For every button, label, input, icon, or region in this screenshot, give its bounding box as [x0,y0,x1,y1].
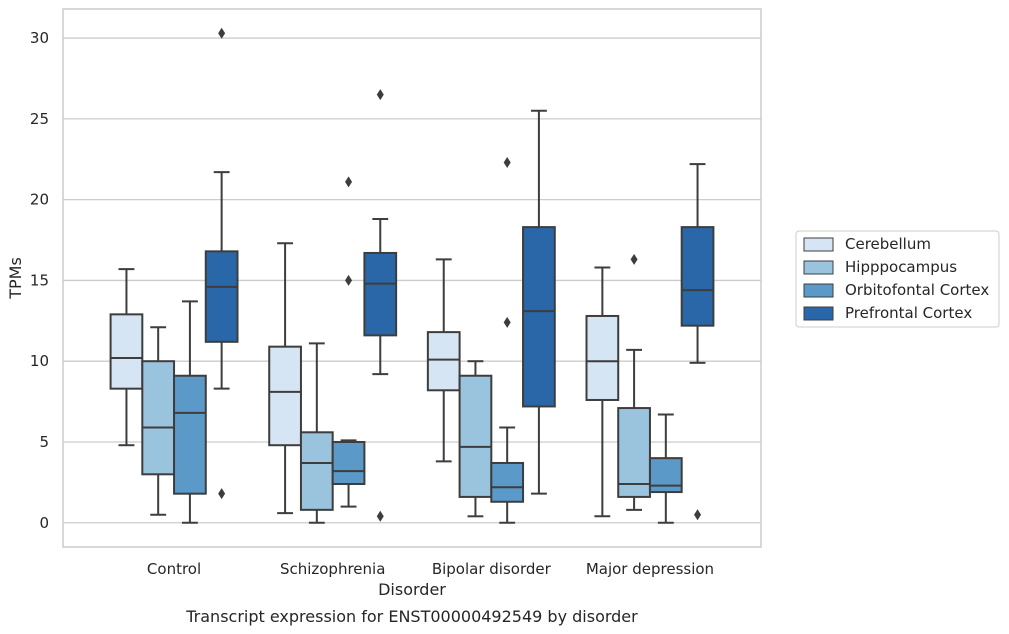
box-1-1 [299,342,334,524]
x-tick-label: Bipolar disorder [432,560,552,578]
box-3-3 [680,163,715,521]
legend-swatch [803,306,834,321]
box-iqr [141,360,176,476]
box-0-2 [426,258,461,463]
x-tick-labels: Control Schizophrenia Bipolar disorder Majo… [147,560,714,578]
y-tick-label: 15 [30,271,49,289]
y-tick-labels: 0 5 10 15 20 25 30 [30,29,49,532]
outlier-point [218,27,226,39]
box-0-0 [109,268,144,447]
outlier-point [630,253,638,265]
y-axis-label: TPMs [6,257,25,300]
outlier-point [694,509,702,521]
outlier-point [376,89,384,101]
box-iqr [363,251,398,337]
outlier-point [503,156,511,168]
y-tick-label: 30 [30,29,49,47]
box-iqr [268,345,302,447]
box-iqr [617,407,651,498]
y-tick-label: 20 [30,191,49,209]
box-3-1 [363,89,398,522]
legend-label: Cerebellum [845,235,931,253]
legend-label: Prefrontal Cortex [845,304,972,322]
box-iqr [648,457,683,494]
box-iqr [680,226,715,327]
box-iqr [490,461,525,503]
box-1-2 [458,360,493,518]
box-layer [109,27,715,524]
box-iqr [522,226,556,408]
outlier-point [345,274,353,286]
legend-label: Orbitofontal Cortex [845,281,989,299]
box-1-3 [617,253,651,511]
legend-frame [795,230,1000,328]
legend-swatch [803,260,834,275]
box-iqr [458,374,493,498]
box-0-1 [268,242,302,515]
box-iqr [299,431,334,511]
box-3-0 [204,27,239,500]
box-iqr [331,440,366,485]
y-tick-label: 0 [39,514,49,532]
y-tick-label: 25 [30,110,49,128]
legend-swatch [803,283,834,298]
box-iqr [426,331,461,392]
chart-caption: Transcript expression for ENST0000049254… [185,607,638,626]
box-2-0 [173,300,207,524]
y-tick-label: 5 [39,433,49,451]
x-tick-label: Control [147,560,201,578]
box-iqr [109,313,144,390]
box-0-3 [585,266,620,518]
legend: Cerebellum Hipppocampus Orbitofontal Corte… [795,230,1000,328]
x-tick-label: Major depression [586,560,714,578]
y-tick-label: 10 [30,352,49,370]
outlier-point [218,488,226,500]
box-iqr [204,250,239,343]
legend-label: Hipppocampus [845,258,957,276]
box-iqr [585,314,620,401]
outlier-point [376,510,384,522]
x-tick-label: Schizophrenia [280,560,385,578]
outlier-point [503,316,511,328]
legend-swatch [803,237,834,252]
box-2-2 [490,156,525,524]
x-axis-label: Disorder [378,580,446,599]
box-1-0 [141,326,176,516]
box-3-2 [522,109,556,495]
outlier-point [345,176,353,188]
box-iqr [173,374,207,495]
plot-frame [62,8,762,548]
box-2-1 [331,176,366,508]
box-2-3 [648,413,683,524]
